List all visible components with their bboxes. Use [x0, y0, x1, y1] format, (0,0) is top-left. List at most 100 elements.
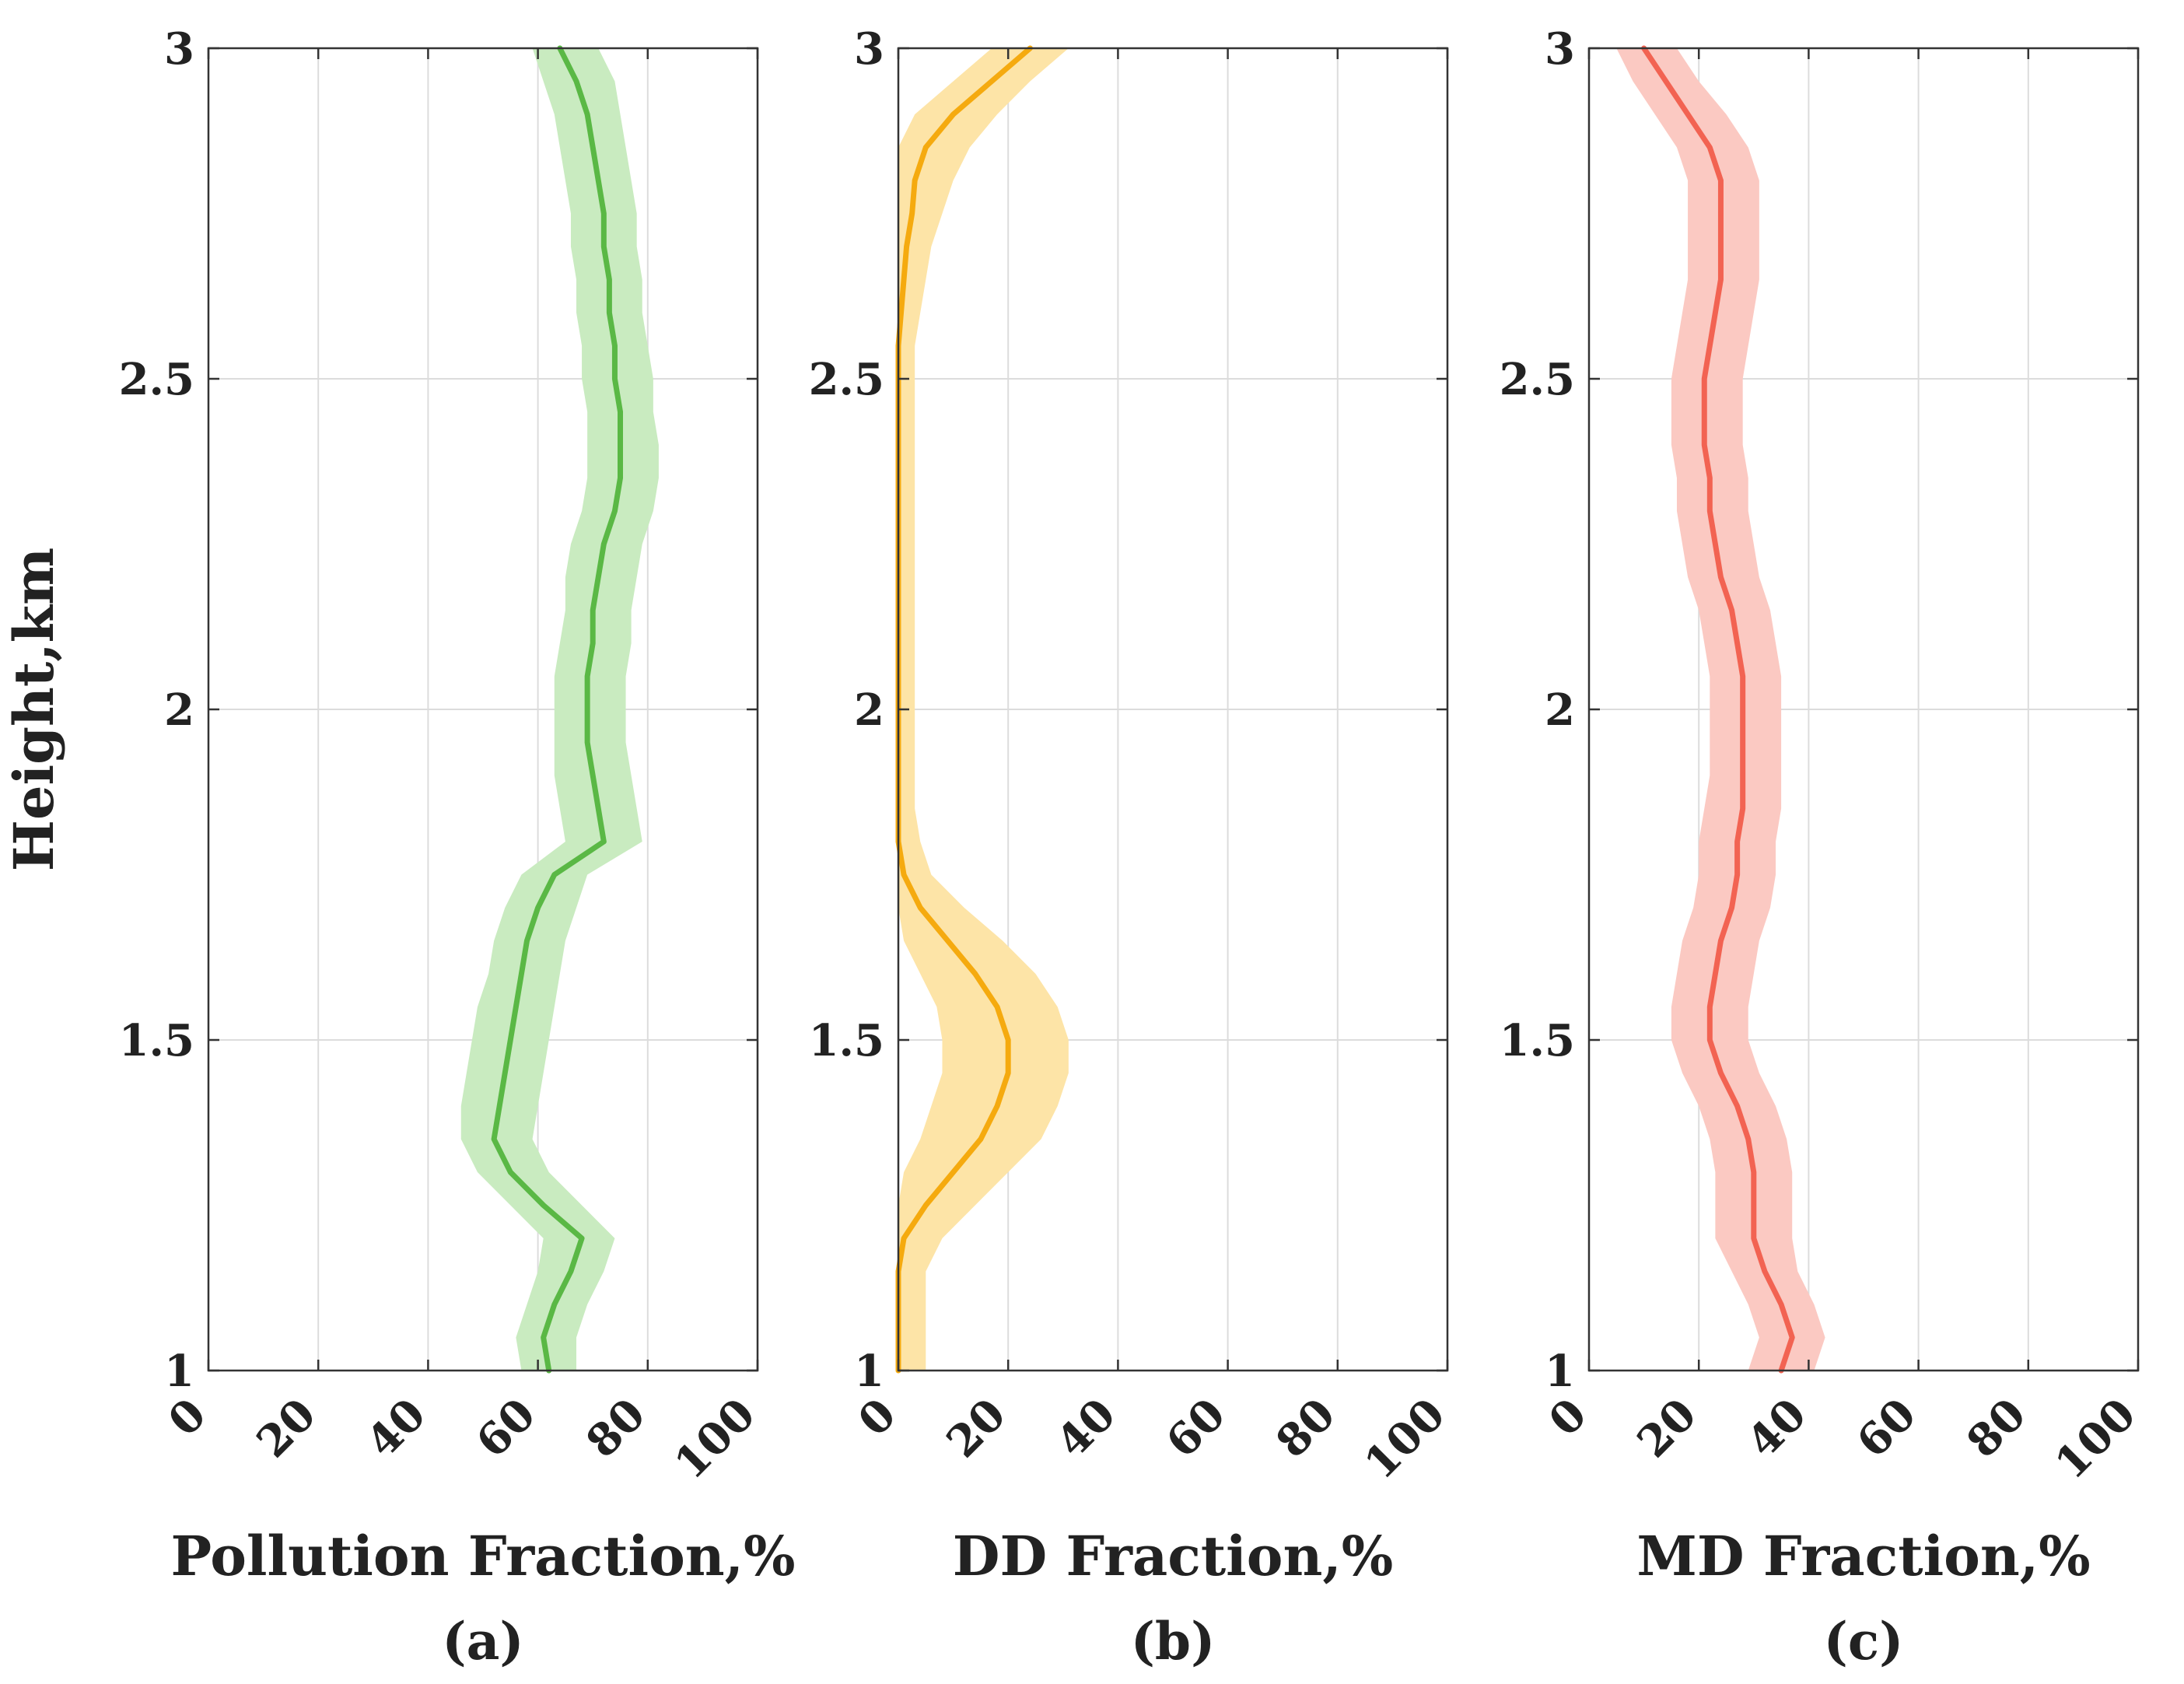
data-point-c-25: [1713, 541, 1718, 547]
data-point-a-30: [612, 376, 618, 382]
panel-label-b: (b): [1131, 1611, 1216, 1672]
data-point-c-5: [1751, 1203, 1756, 1208]
data-point-b-15: [901, 872, 907, 877]
y-tick-label-a-4: 3: [164, 23, 194, 75]
data-point-c-15: [1734, 872, 1740, 877]
x-axis-title-a: Pollution Fraction,%: [170, 1524, 795, 1588]
data-point-a-32: [607, 310, 612, 316]
data-point-a-31: [612, 343, 618, 348]
data-point-c-33: [1718, 277, 1724, 282]
data-point-b-37: [923, 145, 929, 150]
data-point-a-20: [584, 706, 590, 712]
data-point-c-21: [1740, 674, 1745, 679]
data-point-a-29: [618, 409, 623, 415]
data-point-a-27: [618, 475, 623, 481]
data-point-a-34: [601, 243, 607, 250]
data-point-a-25: [601, 541, 607, 547]
data-point-b-13: [945, 938, 950, 944]
data-point-c-24: [1718, 574, 1724, 580]
data-point-c-13: [1718, 938, 1724, 944]
y-tick-label-b-2: 2: [854, 684, 884, 736]
data-point-c-39: [1663, 79, 1669, 84]
data-point-a-11: [513, 1004, 519, 1010]
uncertainty-band-c: [1616, 48, 1825, 1371]
y-tick-label-b-0: 1: [854, 1346, 884, 1397]
data-point-a-36: [596, 177, 601, 184]
data-point-c-28: [1702, 442, 1707, 448]
data-point-a-15: [551, 872, 557, 877]
data-point-b-9: [1006, 1070, 1011, 1076]
data-point-b-6: [950, 1169, 956, 1175]
y-tick-label-a-1: 1.5: [119, 1015, 194, 1066]
data-point-b-33: [901, 277, 907, 282]
data-point-c-14: [1729, 905, 1734, 911]
data-point-c-26: [1707, 508, 1713, 514]
data-point-c-34: [1718, 243, 1724, 250]
data-point-c-37: [1707, 145, 1713, 150]
data-point-a-5: [541, 1203, 546, 1208]
data-point-b-10: [1006, 1037, 1011, 1043]
data-point-c-1: [1790, 1335, 1795, 1340]
data-point-c-35: [1718, 211, 1724, 216]
data-point-a-2: [551, 1301, 557, 1308]
data-point-c-36: [1718, 177, 1724, 184]
data-point-a-23: [590, 607, 596, 613]
data-point-a-39: [573, 79, 579, 84]
y-tick-label-c-3: 2.5: [1500, 354, 1575, 405]
data-point-b-4: [901, 1235, 907, 1241]
data-point-c-22: [1734, 640, 1740, 646]
y-tick-label-c-2: 2: [1545, 684, 1575, 736]
data-point-c-2: [1778, 1301, 1784, 1308]
data-point-c-3: [1762, 1269, 1768, 1274]
data-point-a-26: [612, 508, 618, 514]
data-point-b-34: [904, 243, 909, 250]
y-tick-label-c-4: 3: [1545, 23, 1575, 75]
data-point-b-8: [994, 1103, 1000, 1109]
data-point-c-4: [1751, 1235, 1756, 1241]
y-tick-label-c-1: 1.5: [1500, 1015, 1575, 1066]
data-point-a-1: [541, 1335, 546, 1340]
data-point-c-11: [1707, 1004, 1713, 1010]
data-point-b-38: [950, 111, 956, 117]
data-point-b-12: [972, 971, 978, 977]
data-point-a-22: [590, 640, 596, 646]
data-point-a-12: [519, 971, 524, 977]
data-point-a-37: [590, 145, 596, 150]
y-tick-label-b-4: 3: [854, 23, 884, 75]
data-point-a-8: [496, 1103, 502, 1109]
data-point-c-38: [1685, 111, 1691, 117]
data-point-b-14: [918, 905, 923, 911]
data-point-b-7: [978, 1136, 984, 1142]
panel-label-a: (a): [442, 1611, 523, 1672]
x-axis-title-c: MD Fraction,%: [1636, 1524, 2090, 1588]
data-point-c-6: [1751, 1169, 1756, 1175]
uncertainty-band-b: [898, 48, 1069, 1371]
data-point-a-13: [524, 938, 530, 944]
data-point-c-8: [1734, 1103, 1740, 1109]
data-point-a-3: [568, 1269, 574, 1274]
y-tick-label-a-3: 2.5: [119, 354, 194, 405]
data-point-a-9: [502, 1070, 508, 1076]
data-point-c-10: [1707, 1037, 1713, 1043]
data-point-c-27: [1707, 475, 1713, 481]
data-point-c-19: [1740, 740, 1745, 745]
data-point-b-32: [898, 310, 904, 316]
y-tick-label-c-0: 1: [1545, 1346, 1575, 1397]
data-point-a-6: [508, 1169, 513, 1175]
data-point-c-16: [1734, 838, 1740, 845]
data-point-a-28: [618, 442, 623, 448]
y-tick-label-a-0: 1: [164, 1346, 194, 1397]
data-point-b-35: [909, 211, 915, 216]
data-point-a-24: [596, 574, 601, 580]
x-axis-title-b: DD Fraction,%: [953, 1524, 1394, 1588]
data-point-a-17: [596, 806, 601, 811]
data-point-a-35: [601, 211, 607, 216]
y-tick-label-b-3: 2.5: [809, 354, 884, 405]
data-point-a-33: [607, 277, 612, 282]
y-axis-title: Height,km: [2, 548, 66, 871]
